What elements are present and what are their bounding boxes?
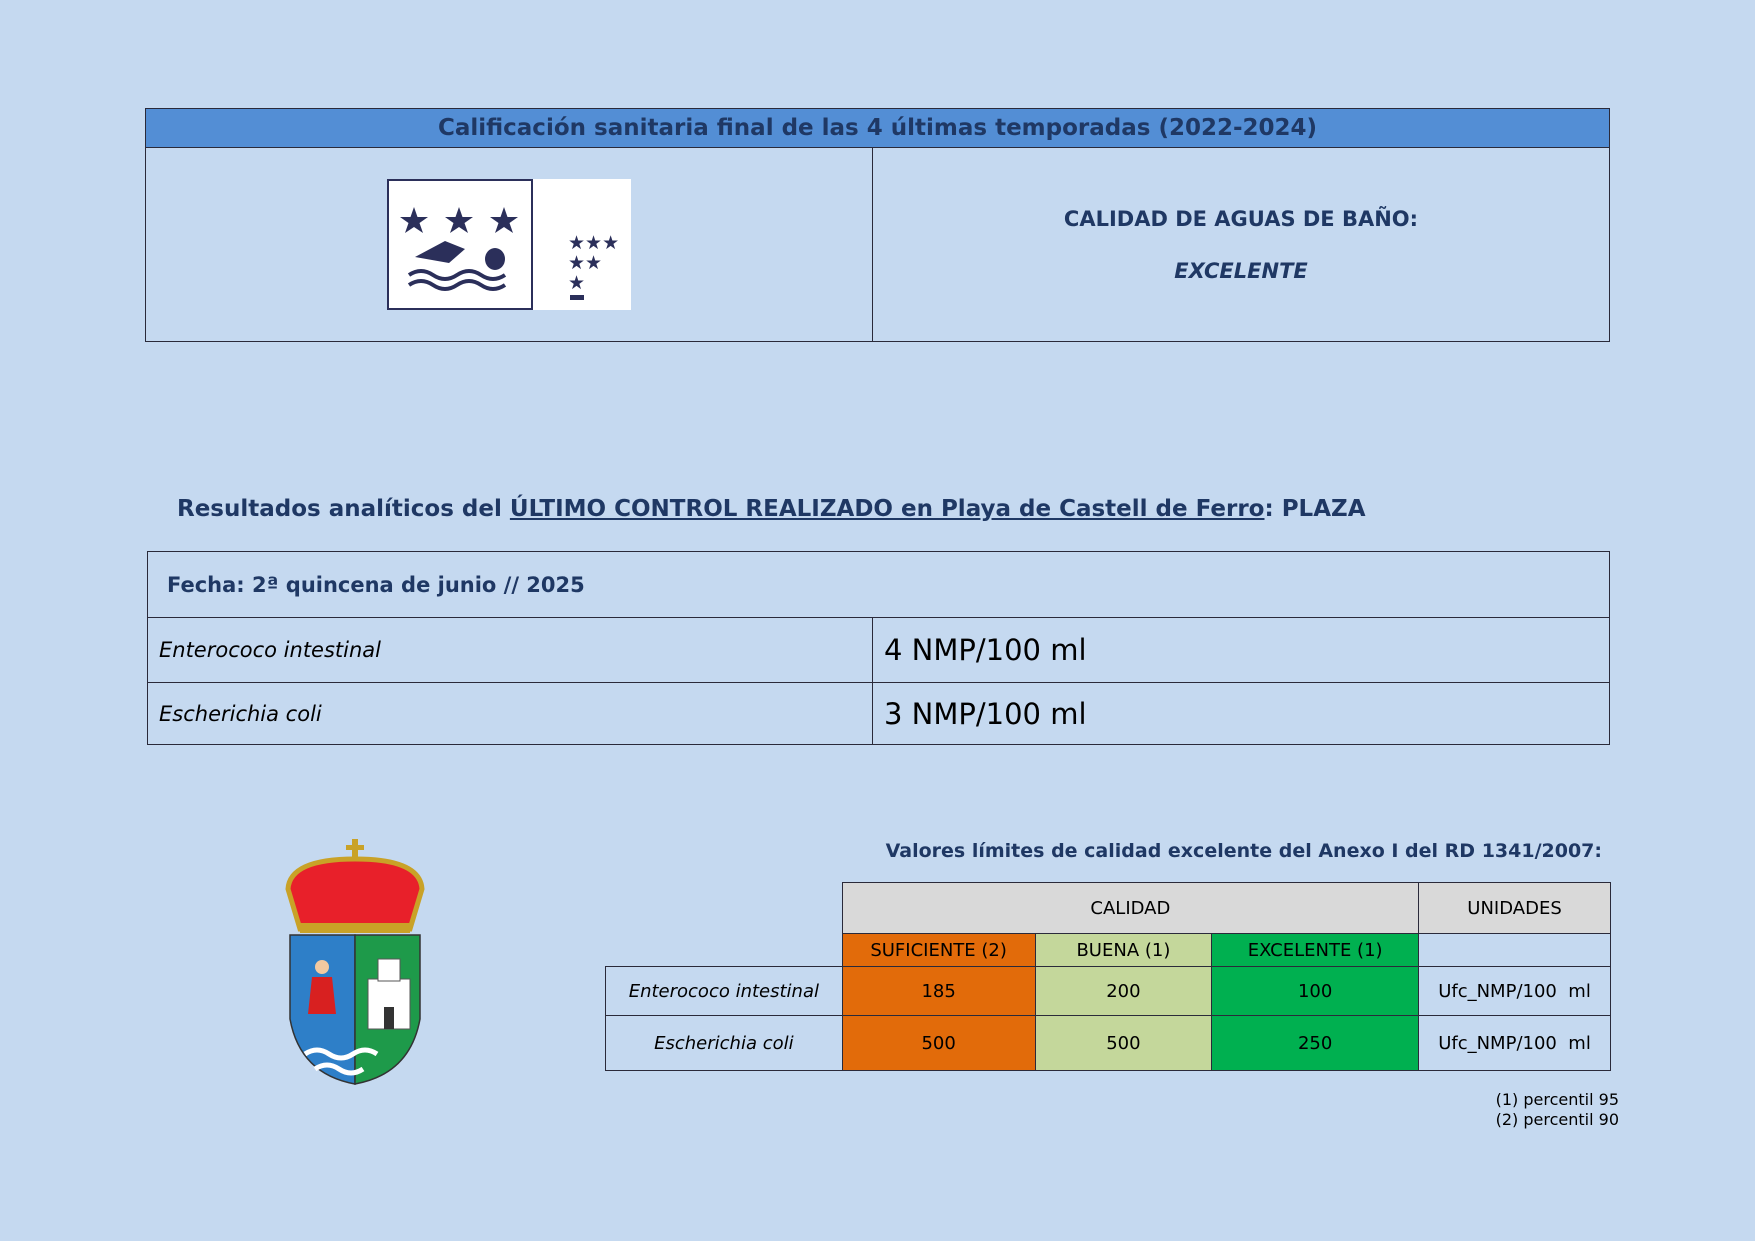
limits-title: Valores límites de calidad excelente del…	[885, 840, 1602, 862]
municipal-coat-of-arms	[285, 839, 425, 1085]
results-table: Fecha: 2ª quincena de junio // 2025 Ente…	[147, 551, 1610, 745]
value-buena: 500	[1034, 1015, 1213, 1071]
value-buena: 200	[1034, 966, 1213, 1016]
parameter-value: 3 NMP/100 ml	[872, 682, 1610, 745]
svg-text:★★★: ★★★	[568, 232, 619, 254]
results-date: Fecha: 2ª quincena de junio // 2025	[147, 551, 1610, 618]
results-heading-link[interactable]: ÚLTIMO CONTROL REALIZADO en Playa de Cas…	[509, 496, 1265, 522]
table-row: Enterococo intestinal 4 NMP/100 ml	[147, 617, 1610, 683]
header-quality: CALIDAD	[841, 882, 1420, 934]
level-buena: BUENA (1)	[1034, 933, 1213, 967]
value-suficiente: 500	[841, 1015, 1036, 1071]
svg-text:★★: ★★	[568, 252, 602, 274]
three-star-bathing-water-icon: ★★★★★★	[387, 179, 631, 310]
rating-quality-cell: CALIDAD DE AGUAS DE BAÑO: EXCELENTE	[872, 147, 1610, 342]
results-heading: Resultados analíticos del ÚLTIMO CONTROL…	[177, 496, 1366, 522]
units: Ufc_NMP/100 ml	[1418, 1015, 1611, 1071]
parameter-value: 4 NMP/100 ml	[872, 617, 1610, 683]
parameter-label: Escherichia coli	[147, 682, 873, 745]
footnote: (1) percentil 95	[1495, 1090, 1619, 1109]
rating-value: EXCELENTE	[1174, 258, 1308, 283]
header-units: UNIDADES	[1418, 882, 1611, 934]
rating-icon-cell: ★★★ ★★ ★	[145, 147, 873, 342]
units: Ufc_NMP/100 ml	[1418, 966, 1611, 1016]
level-suficiente: SUFICIENTE (2)	[841, 933, 1036, 967]
value-excelente: 100	[1211, 966, 1420, 1016]
rating-title: Calificación sanitaria final de las 4 úl…	[145, 108, 1610, 148]
rating-label: CALIDAD DE AGUAS DE BAÑO:	[1063, 206, 1419, 231]
results-heading-suffix: : PLAZA	[1264, 496, 1366, 522]
limits-table: CALIDAD UNIDADES SUFICIENTE (2) BUENA (1…	[605, 882, 1611, 1071]
table-row: Escherichia coli 3 NMP/100 ml	[147, 682, 1610, 745]
footnote: (2) percentil 90	[1495, 1110, 1619, 1129]
parameter-label: Enterococo intestinal	[147, 617, 873, 683]
parameter-label: Enterococo intestinal	[605, 966, 843, 1016]
svg-text:★: ★	[568, 272, 585, 294]
footnotes: (1) percentil 95 (2) percentil 90	[1496, 1090, 1619, 1130]
value-excelente: 250	[1211, 1015, 1420, 1071]
level-excelente: EXCELENTE (1)	[1211, 933, 1420, 967]
table-row: Escherichia coli 500 500 250 Ufc_NMP/100…	[605, 1015, 1611, 1071]
table-row: Enterococo intestinal 185 200 100 Ufc_NM…	[605, 966, 1611, 1016]
value-suficiente: 185	[841, 966, 1036, 1016]
rating-table: Calificación sanitaria final de las 4 úl…	[145, 108, 1610, 342]
results-heading-prefix: Resultados analíticos del	[177, 496, 510, 522]
parameter-label: Escherichia coli	[605, 1015, 843, 1071]
